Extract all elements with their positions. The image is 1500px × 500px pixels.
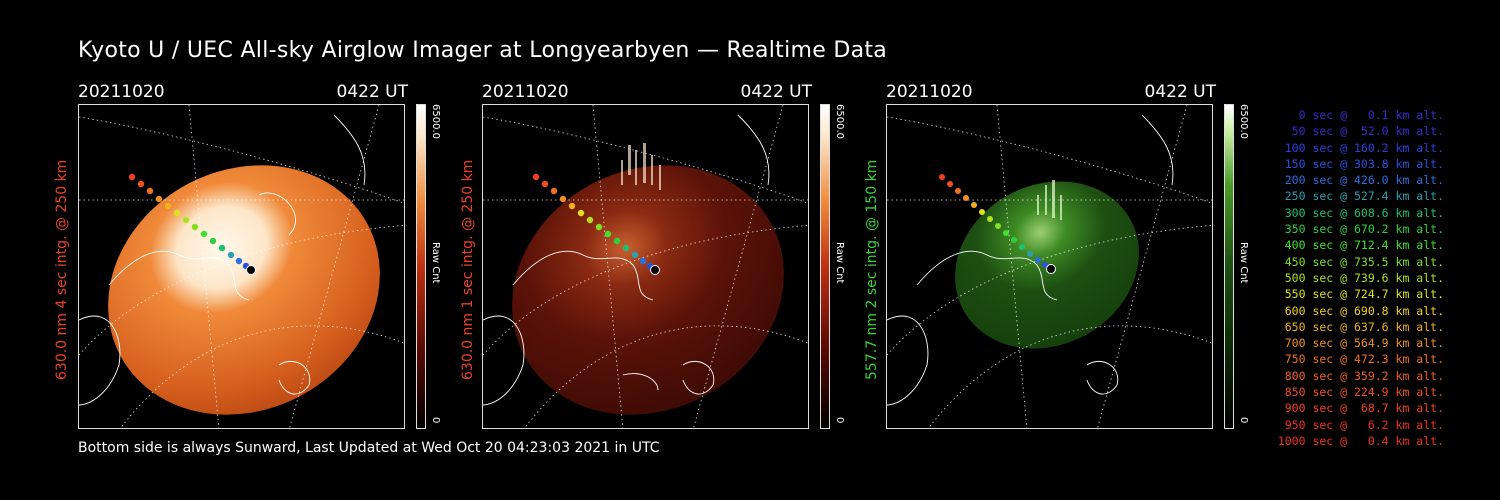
colorbar-unit: Raw Cnt	[430, 242, 441, 284]
colorbar-min: 0	[430, 417, 441, 424]
legend-row: 950 sec @ 6.2 km alt.	[1284, 417, 1444, 432]
legend-row: 0 sec @ 0.1 km alt.	[1298, 108, 1444, 122]
panel-3-ylabel: 557.7 nm 2 sec intg. @ 150 km	[864, 159, 880, 381]
legend-row: 600 sec @ 690.8 km alt.	[1284, 303, 1444, 318]
panel-1-ylabel: 630.0 nm 4 sec intg. @ 250 km	[54, 159, 70, 381]
legend-row: 350 sec @ 670.2 km alt.	[1284, 222, 1444, 237]
colorbar-max: 6500.0	[834, 104, 845, 139]
panel-557nm-2sec: 20211020 0422 UT	[886, 82, 1249, 432]
colorbar-unit: Raw Cnt	[834, 242, 845, 284]
colorbar	[416, 104, 426, 429]
legend-row: 700 sec @ 564.9 km alt.	[1284, 336, 1444, 351]
panel-time: 0422 UT	[1144, 82, 1217, 102]
legend-row: 1000 sec @ 0.4 km alt.	[1277, 433, 1444, 448]
panel-630nm-4sec: 20211020 0422 UT	[78, 82, 441, 432]
legend-row: 100 sec @ 160.2 km alt.	[1284, 140, 1444, 155]
panel-date: 20211020	[482, 82, 569, 102]
allsky-image	[482, 104, 809, 429]
panel-time: 0422 UT	[336, 82, 409, 102]
colorbar-unit: Raw Cnt	[1238, 242, 1249, 284]
legend-row: 200 sec @ 426.0 km alt.	[1284, 173, 1444, 188]
colorbar-min: 0	[834, 417, 845, 424]
legend-row: 850 sec @ 224.9 km alt.	[1284, 385, 1444, 400]
panel-date: 20211020	[886, 82, 973, 102]
colorbar	[1224, 104, 1234, 429]
legend-row: 250 sec @ 527.4 km alt.	[1284, 189, 1444, 204]
legend-row: 450 sec @ 735.5 km alt.	[1284, 254, 1444, 269]
legend-row: 650 sec @ 637.6 km alt.	[1284, 319, 1444, 334]
legend-row: 150 sec @ 303.8 km alt.	[1284, 156, 1444, 171]
legend-row: 500 sec @ 739.6 km alt.	[1284, 270, 1444, 285]
colorbar-max: 6500.0	[1238, 104, 1249, 139]
panel-date: 20211020	[78, 82, 165, 102]
panel-2-ylabel: 630.0 nm 1 sec intg. @ 250 km	[460, 159, 476, 381]
legend-row: 550 sec @ 724.7 km alt.	[1284, 287, 1444, 302]
legend-row: 750 sec @ 472.3 km alt.	[1284, 352, 1444, 367]
allsky-image	[886, 104, 1213, 429]
legend-row: 300 sec @ 608.6 km alt.	[1284, 205, 1444, 220]
altitude-legend: 0 sec @ 0.1 km alt. 50 sec @ 52.0 km alt…	[1262, 107, 1444, 449]
panel-time: 0422 UT	[740, 82, 813, 102]
footer-note: Bottom side is always Sunward, Last Upda…	[78, 440, 660, 456]
legend-row: 900 sec @ 68.7 km alt.	[1284, 401, 1444, 416]
legend-row: 50 sec @ 52.0 km alt.	[1291, 124, 1444, 139]
panel-630nm-1sec: 20211020 0422 UT	[482, 82, 845, 432]
legend-row: 400 sec @ 712.4 km alt.	[1284, 238, 1444, 253]
page-title: Kyoto U / UEC All-sky Airglow Imager at …	[78, 38, 888, 63]
allsky-image	[78, 104, 405, 429]
trajectory-dots	[128, 173, 256, 275]
trajectory-dots	[532, 173, 660, 275]
colorbar-min: 0	[1238, 417, 1249, 424]
colorbar-max: 6500.0	[430, 104, 441, 139]
colorbar	[820, 104, 830, 429]
legend-row: 800 sec @ 359.2 km alt.	[1284, 368, 1444, 383]
trajectory-dots	[939, 174, 1056, 274]
